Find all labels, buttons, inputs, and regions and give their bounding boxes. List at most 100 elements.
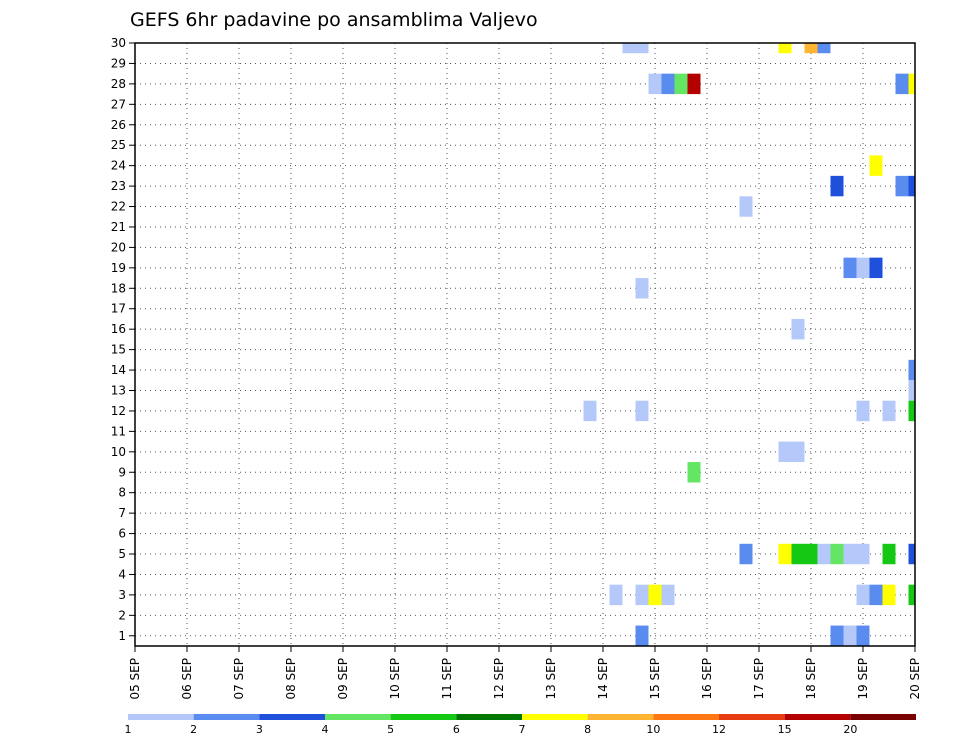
y-tick-label: 9 — [118, 465, 126, 479]
heatmap-cell — [908, 543, 915, 565]
legend-label: 20 — [843, 723, 857, 736]
heatmap-cell — [804, 43, 818, 54]
heatmap-cell — [791, 543, 805, 565]
x-tick-label: 09 SEP — [336, 658, 350, 700]
heatmap-cell — [635, 278, 649, 299]
heatmap-cell — [635, 43, 649, 54]
y-tick-label: 27 — [111, 97, 126, 111]
y-tick-label: 30 — [111, 36, 126, 50]
heatmap-cells — [583, 43, 915, 646]
heatmap-cell — [739, 543, 753, 565]
heatmap-cell — [882, 584, 896, 606]
y-tick-label: 18 — [111, 281, 126, 295]
heatmap-cell — [869, 584, 883, 606]
heatmap-cell — [648, 584, 662, 606]
y-tick-label: 8 — [118, 486, 126, 500]
y-tick-label: 23 — [111, 179, 126, 193]
y-tick-label: 21 — [111, 220, 126, 234]
heatmap-cell — [856, 543, 870, 565]
x-tick-label: 17 SEP — [752, 658, 766, 700]
heatmap-cell — [895, 175, 909, 197]
heatmap-cell — [778, 43, 792, 54]
heatmap-cell — [791, 441, 805, 463]
heatmap-cell — [908, 359, 915, 381]
heatmap-cell — [739, 196, 753, 217]
y-tick-label: 16 — [111, 322, 126, 336]
y-tick-label: 28 — [111, 77, 126, 91]
legend-color-swatch — [719, 714, 785, 720]
color-legend: 1 2 3 4 5 6 7 8 10 12 15 20 — [125, 714, 916, 736]
x-tick-label: 14 SEP — [596, 658, 610, 700]
x-tick-label: 06 SEP — [180, 658, 194, 700]
heatmap-cell — [843, 257, 857, 279]
y-tick-label: 1 — [118, 629, 126, 643]
heatmap-cell — [817, 543, 831, 565]
heatmap-cell — [869, 257, 883, 279]
y-tick-label: 25 — [111, 138, 126, 152]
y-tick-label: 17 — [111, 302, 126, 316]
y-axis: 1234567891011121314151617181920212223242… — [111, 36, 135, 643]
heatmap-cell — [661, 584, 675, 606]
y-tick-label: 19 — [111, 261, 126, 275]
legend-label: 15 — [778, 723, 792, 736]
legend-color-swatch — [259, 714, 325, 720]
heatmap-cell — [687, 73, 701, 95]
heatmap-cell — [817, 43, 831, 54]
heatmap-cell — [908, 73, 915, 95]
y-tick-label: 29 — [111, 56, 126, 70]
heatmap-cell — [635, 625, 649, 646]
legend-label: 4 — [322, 723, 329, 736]
y-tick-label: 2 — [118, 608, 126, 622]
x-tick-label: 20 SEP — [908, 658, 922, 700]
heatmap-cell — [856, 584, 870, 606]
legend-color-swatch — [587, 714, 654, 720]
x-axis: 05 SEP 06 SEP 07 SEP 08 SEP 09 SEP 10 SEP 11 S… — [128, 646, 922, 700]
legend-color-swatch — [784, 714, 851, 720]
heatmap-cell — [583, 400, 597, 422]
legend-label: 8 — [584, 723, 591, 736]
heatmap-cell — [908, 584, 915, 606]
chart-title: GEFS 6hr padavine po ansamblima Valjevo — [130, 9, 538, 31]
legend-label: 1 — [125, 723, 132, 736]
legend-color-swatch — [850, 714, 916, 720]
heatmap-cell — [895, 73, 909, 95]
heatmap-cell — [908, 380, 915, 401]
y-tick-label: 7 — [118, 506, 126, 520]
heatmap-cell — [908, 175, 915, 197]
heatmap-cell — [674, 73, 688, 95]
legend-color-swatch — [653, 714, 719, 720]
legend-label: 2 — [190, 723, 197, 736]
x-tick-label: 16 SEP — [700, 658, 714, 700]
heatmap-cell — [843, 625, 857, 646]
legend-label: 10 — [646, 723, 660, 736]
legend-label: 6 — [453, 723, 460, 736]
x-tick-label: 19 SEP — [856, 658, 870, 700]
heatmap-cell — [804, 543, 818, 565]
legend-label: 7 — [519, 723, 526, 736]
y-tick-label: 20 — [111, 240, 126, 254]
heatmap-cell — [609, 584, 623, 606]
heatmap-cell — [856, 257, 870, 279]
y-tick-label: 10 — [111, 445, 126, 459]
heatmap-cell — [791, 318, 805, 340]
y-tick-label: 12 — [111, 404, 126, 418]
heatmap-cell — [856, 625, 870, 646]
heatmap-cell — [622, 43, 636, 54]
heatmap-cell — [778, 543, 792, 565]
x-tick-label: 11 SEP — [440, 658, 454, 700]
x-tick-label: 10 SEP — [388, 658, 402, 700]
heatmap-cell — [661, 73, 675, 95]
heatmap-cell — [635, 584, 649, 606]
y-tick-label: 13 — [111, 383, 126, 397]
x-tick-label: 18 SEP — [804, 658, 818, 700]
x-tick-label: 15 SEP — [648, 658, 662, 700]
y-tick-label: 15 — [111, 343, 126, 357]
x-tick-label: 13 SEP — [544, 658, 558, 700]
heatmap-cell — [648, 73, 662, 95]
heatmap-cell — [830, 175, 844, 197]
heatmap-cell — [882, 543, 896, 565]
y-tick-label: 11 — [111, 424, 126, 438]
heatmap-cell — [843, 543, 857, 565]
x-tick-label: 05 SEP — [128, 658, 142, 700]
